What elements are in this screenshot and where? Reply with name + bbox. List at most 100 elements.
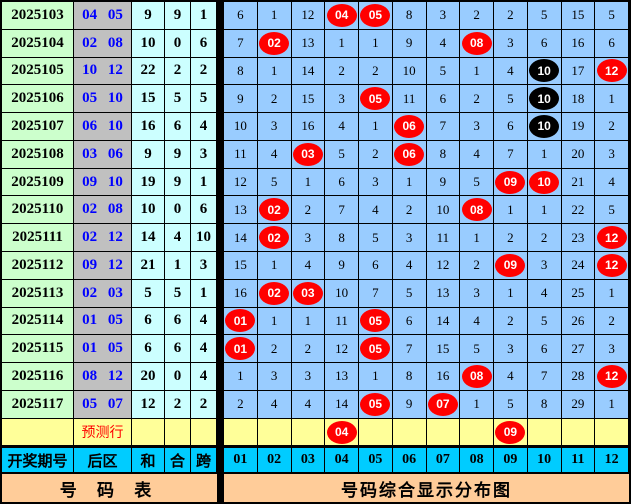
prediction-cell (527, 418, 562, 447)
grid-cell: 11 (224, 140, 258, 169)
grid-cell: 16 (561, 29, 596, 58)
grid-cell: 12 (426, 252, 461, 280)
grid-cell: 1 (257, 2, 292, 30)
rear-numbers-cell: 02 08 (74, 29, 132, 58)
grid-cell: 3 (291, 363, 326, 391)
grid-cell: 3 (291, 224, 326, 252)
grid-cell: 02 (257, 279, 292, 308)
red-ball: 09 (495, 420, 526, 444)
grid-cell: 08 (460, 196, 494, 225)
grid-cell: 1 (257, 307, 292, 336)
period-cell: 2025103 (2, 2, 74, 30)
rear-numbers-cell: 09 12 (74, 252, 132, 280)
prediction-cell: 04 (325, 418, 359, 447)
grid-cell: 11 (392, 85, 427, 114)
sum-cell: 10 (132, 29, 165, 58)
he-cell: 9 (165, 140, 191, 169)
number-header-cell: 05 (359, 446, 393, 475)
grid-cell: 1 (460, 57, 494, 86)
kua-cell: 1 (191, 2, 217, 30)
grid-cell: 08 (460, 29, 494, 58)
period-cell: 2025104 (2, 29, 74, 58)
grid-cell: 01 (224, 335, 258, 364)
grid-cell: 2 (359, 140, 393, 169)
grid-cell: 4 (460, 307, 494, 336)
grid-cell: 16 (291, 113, 326, 141)
sum-cell: 12 (132, 390, 165, 419)
grid-cell: 13 (325, 363, 359, 391)
grid-cell: 5 (426, 57, 461, 86)
grid-cell: 6 (359, 252, 393, 280)
grid-cell: 2 (325, 57, 359, 86)
grid-cell: 4 (291, 390, 326, 419)
grid-cell: 7 (325, 196, 359, 225)
prediction-cell (426, 418, 461, 447)
period-cell: 2025113 (2, 279, 74, 308)
grid-cell: 05 (359, 85, 393, 114)
grid-cell: 4 (257, 390, 292, 419)
grid-cell: 5 (527, 307, 562, 336)
grid-cell: 15 (291, 85, 326, 114)
red-ball: 12 (596, 226, 627, 250)
prediction-row-label: 预测行 (74, 418, 132, 447)
kua-cell: 1 (191, 168, 217, 197)
grid-cell: 4 (595, 168, 629, 197)
grid-cell: 24 (561, 252, 596, 280)
red-ball: 03 (292, 281, 323, 305)
black-ball: 10 (529, 59, 560, 83)
grid-cell: 10 (527, 85, 562, 114)
grid-cell: 3 (359, 168, 393, 197)
grid-cell: 2 (392, 196, 427, 225)
kua-cell: 2 (191, 57, 217, 86)
grid-cell: 9 (426, 168, 461, 197)
grid-cell: 3 (494, 335, 528, 364)
grid-cell: 03 (291, 140, 326, 169)
grid-cell: 2 (257, 335, 292, 364)
number-header-cell: 12 (595, 446, 629, 475)
grid-cell: 4 (291, 252, 326, 280)
grid-cell: 4 (325, 113, 359, 141)
grid-cell: 09 (494, 252, 528, 280)
period-cell: 2025110 (2, 196, 74, 225)
number-header-cell: 03 (291, 446, 326, 475)
grid-cell: 1 (527, 196, 562, 225)
sum-cell: 21 (132, 252, 165, 280)
grid-cell: 4 (494, 57, 528, 86)
number-header-cell: 08 (460, 446, 494, 475)
kua-cell: 2 (191, 390, 217, 419)
grid-cell: 2 (494, 224, 528, 252)
red-ball: 12 (596, 253, 627, 277)
number-header-cell: 02 (257, 446, 292, 475)
grid-cell: 3 (527, 252, 562, 280)
grid-cell: 13 (291, 29, 326, 58)
grid-cell: 21 (561, 168, 596, 197)
grid-cell: 5 (392, 279, 427, 308)
grid-cell: 10 (527, 168, 562, 197)
grid-cell: 26 (561, 307, 596, 336)
grid-cell: 1 (494, 196, 528, 225)
he-cell: 0 (165, 196, 191, 225)
column-header-cell: 和 (132, 446, 165, 475)
grid-cell: 5 (257, 168, 292, 197)
grid-cell: 1 (257, 252, 292, 280)
grid-cell: 6 (325, 168, 359, 197)
grid-cell: 6 (527, 29, 562, 58)
period-cell: 2025117 (2, 390, 74, 419)
grid-cell: 14 (426, 307, 461, 336)
red-ball: 09 (495, 170, 526, 194)
period-cell: 2025107 (2, 113, 74, 141)
he-cell: 2 (165, 57, 191, 86)
rear-numbers-cell: 02 12 (74, 224, 132, 252)
column-header-cell: 跨 (191, 446, 217, 475)
grid-cell: 8 (527, 390, 562, 419)
kua-cell: 4 (191, 307, 217, 336)
grid-cell: 15 (561, 2, 596, 30)
rear-numbers-cell: 02 08 (74, 196, 132, 225)
sum-cell: 10 (132, 196, 165, 225)
sum-cell: 15 (132, 85, 165, 114)
grid-cell: 7 (224, 29, 258, 58)
grid-cell: 2 (460, 2, 494, 30)
grid-cell: 4 (257, 140, 292, 169)
grid-cell: 5 (359, 224, 393, 252)
grid-cell: 4 (494, 363, 528, 391)
